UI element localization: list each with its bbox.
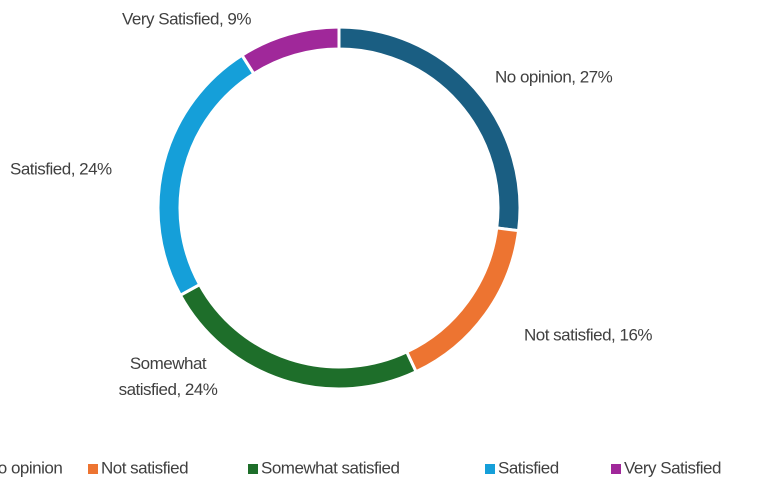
data-label-line: satisfied, 24% [119, 380, 218, 399]
legend-label: Very Satisfied [624, 458, 721, 477]
legend-label: No opinion [0, 458, 62, 477]
donut-slice [337, 25, 522, 233]
legend-marker [88, 464, 98, 474]
legend-marker [611, 464, 621, 474]
donut-slice [239, 25, 341, 76]
data-label: Satisfied, 24% [10, 159, 112, 178]
donut-slice [156, 53, 256, 298]
legend-marker [248, 464, 258, 474]
donut-slice [178, 282, 419, 391]
donut-slice [404, 226, 521, 374]
data-label-line: Somewhat [130, 354, 207, 373]
data-label: Not satisfied, 16% [524, 325, 652, 344]
data-label: No opinion, 27% [495, 67, 613, 86]
legend-label: Not satisfied [101, 458, 188, 477]
data-label: Very Satisfied, 9% [122, 9, 251, 28]
legend-label: Satisfied [498, 458, 559, 477]
data-label: Somewhat satisfied, 24% [119, 354, 218, 399]
legend-label: Somewhat satisfied [261, 458, 399, 477]
legend-marker [485, 464, 495, 474]
